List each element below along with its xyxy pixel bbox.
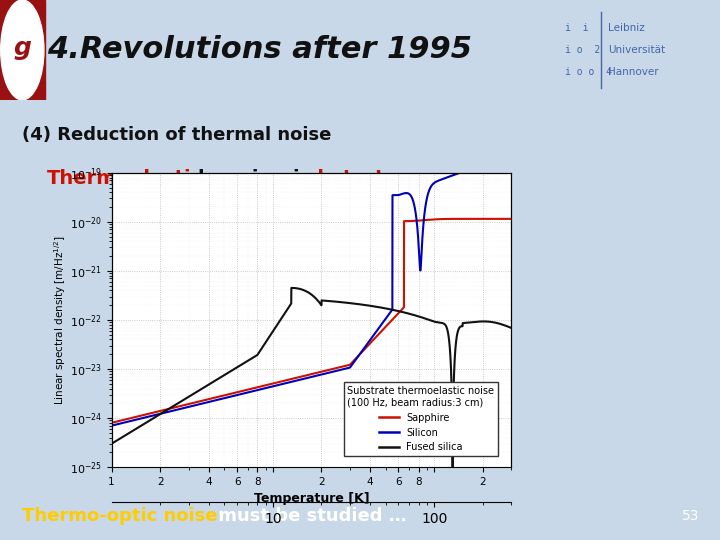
Bar <box>0 0 45 100</box>
Text: Universität: Universität <box>608 45 665 55</box>
X-axis label: Temperature [K]: Temperature [K] <box>253 492 369 505</box>
Text: Leibniz: Leibniz <box>608 23 645 33</box>
Text: g: g <box>14 36 31 60</box>
Ellipse shape <box>1 0 44 100</box>
Text: damping in: damping in <box>184 168 320 188</box>
Text: 53: 53 <box>683 509 700 523</box>
Text: Thermoelastic: Thermoelastic <box>47 168 203 188</box>
Y-axis label: Linear spectral density [m/Hz$^{1/2}$]: Linear spectral density [m/Hz$^{1/2}$] <box>53 235 68 405</box>
Legend: Sapphire, Silicon, Fused silica: Sapphire, Silicon, Fused silica <box>343 382 498 456</box>
Text: i  i: i i <box>565 23 589 33</box>
Text: must be studied …: must be studied … <box>212 507 407 525</box>
Text: substrate: substrate <box>292 168 397 188</box>
Text: Thermo-optic noise: Thermo-optic noise <box>22 507 217 525</box>
Text: (4) Reduction of thermal noise: (4) Reduction of thermal noise <box>22 126 331 144</box>
Text: Hannover: Hannover <box>608 67 659 77</box>
Text: i o o  4: i o o 4 <box>565 67 612 77</box>
Text: 4.Revolutions after 1995: 4.Revolutions after 1995 <box>47 36 472 64</box>
Text: i o  2: i o 2 <box>565 45 600 55</box>
